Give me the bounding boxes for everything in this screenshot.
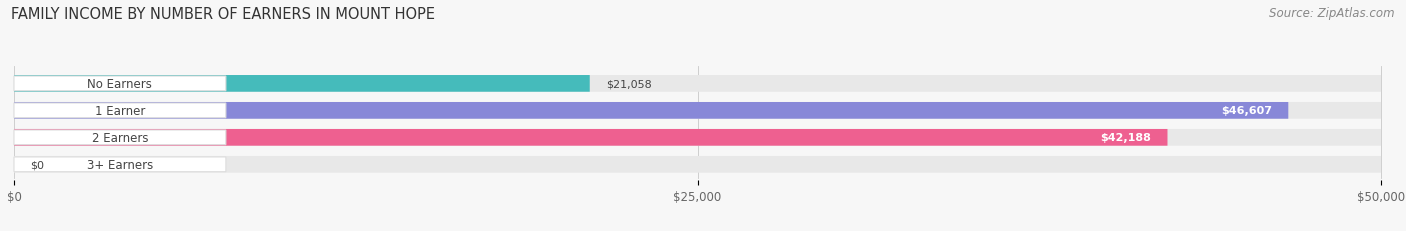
Text: $42,188: $42,188 <box>1101 133 1152 143</box>
FancyBboxPatch shape <box>14 76 1381 92</box>
FancyBboxPatch shape <box>14 77 226 91</box>
Text: 1 Earner: 1 Earner <box>94 104 145 117</box>
FancyBboxPatch shape <box>14 129 1381 146</box>
FancyBboxPatch shape <box>14 129 1167 146</box>
Text: FAMILY INCOME BY NUMBER OF EARNERS IN MOUNT HOPE: FAMILY INCOME BY NUMBER OF EARNERS IN MO… <box>11 7 436 22</box>
FancyBboxPatch shape <box>14 76 589 92</box>
FancyBboxPatch shape <box>14 103 226 118</box>
Text: No Earners: No Earners <box>87 78 152 91</box>
FancyBboxPatch shape <box>14 131 226 145</box>
Text: 2 Earners: 2 Earners <box>91 131 148 144</box>
FancyBboxPatch shape <box>14 103 1381 119</box>
FancyBboxPatch shape <box>14 103 1288 119</box>
Text: Source: ZipAtlas.com: Source: ZipAtlas.com <box>1270 7 1395 20</box>
Text: $21,058: $21,058 <box>606 79 652 89</box>
Text: 3+ Earners: 3+ Earners <box>87 158 153 171</box>
Text: $0: $0 <box>31 160 45 170</box>
Text: $46,607: $46,607 <box>1220 106 1272 116</box>
FancyBboxPatch shape <box>14 156 1381 173</box>
FancyBboxPatch shape <box>14 157 226 172</box>
